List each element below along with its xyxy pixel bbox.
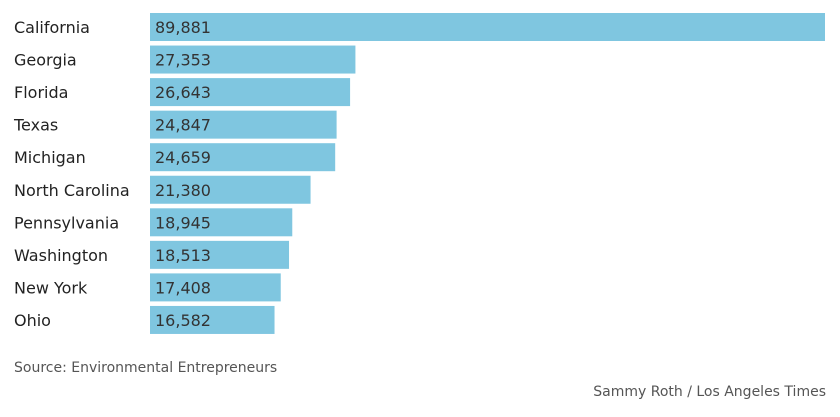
category-label: Florida — [14, 83, 68, 102]
bar — [150, 240, 290, 269]
bar-value-label: 21,380 — [155, 181, 211, 200]
bar — [150, 45, 356, 74]
bar — [150, 208, 293, 237]
bar-chart: California 89,881 Georgia 27,353 Florida 26,6… — [13, 13, 825, 334]
bar-value-label: 24,847 — [155, 116, 211, 135]
bar-value-label: 16,582 — [155, 311, 211, 330]
bar — [150, 110, 337, 139]
source-note: Source: Environmental Entrepreneurs — [14, 360, 278, 376]
bar-value-label: 24,659 — [155, 148, 211, 167]
bar — [150, 273, 281, 302]
category-label: New York — [14, 278, 88, 297]
bar — [150, 13, 825, 41]
bar — [150, 305, 275, 334]
bar-value-label: 18,513 — [155, 246, 211, 265]
bar-value-label: 26,643 — [155, 83, 211, 102]
bar-value-label: 89,881 — [155, 18, 211, 37]
bar-value-label: 18,945 — [155, 213, 211, 232]
category-label: Texas — [13, 116, 58, 135]
category-label: North Carolina — [14, 181, 130, 200]
category-label: Michigan — [14, 148, 86, 167]
bar-value-label: 27,353 — [155, 51, 211, 70]
category-label: Ohio — [14, 311, 51, 330]
category-label: Georgia — [14, 51, 77, 70]
bar-value-label: 17,408 — [155, 278, 211, 297]
category-label: Pennsylvania — [14, 213, 119, 232]
bar — [150, 143, 336, 172]
category-label: California — [14, 18, 90, 37]
bar — [150, 78, 351, 107]
category-label: Washington — [14, 246, 108, 265]
credit-line: Sammy Roth / Los Angeles Times — [593, 384, 826, 400]
bar — [150, 175, 311, 204]
